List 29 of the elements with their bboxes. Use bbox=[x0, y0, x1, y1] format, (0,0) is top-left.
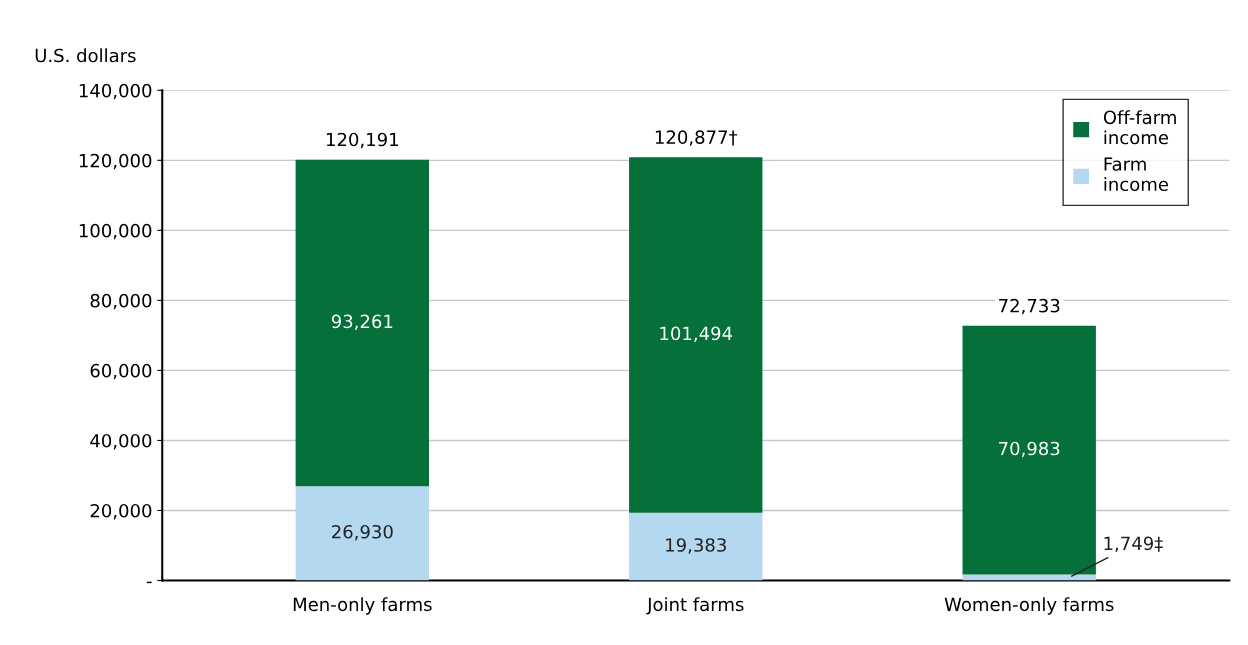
y-tick-label: 20,000 bbox=[90, 503, 152, 520]
total-label: 120,877† bbox=[655, 130, 738, 146]
x-tick-label: Men-only farms bbox=[293, 597, 432, 615]
data-label: 19,383 bbox=[666, 538, 726, 554]
bar bbox=[295, 486, 429, 581]
y-tick-label: 60,000 bbox=[90, 363, 152, 380]
y-tick-label: 120,000 bbox=[79, 153, 152, 170]
bar bbox=[962, 325, 1096, 575]
y-tick-label: - bbox=[146, 581, 152, 584]
legend-label: Farm income bbox=[1104, 157, 1169, 192]
data-label: 70,983 bbox=[999, 441, 1060, 458]
y-axis-title: U.S. dollars bbox=[35, 48, 136, 63]
bar bbox=[629, 157, 763, 513]
y-tick-label: 100,000 bbox=[79, 223, 152, 240]
data-label: 93,261 bbox=[331, 314, 393, 331]
bar bbox=[295, 159, 429, 487]
data-label: 26,930 bbox=[332, 524, 393, 541]
y-tick-label: 40,000 bbox=[90, 433, 152, 450]
total-label: 72,733 bbox=[999, 298, 1060, 315]
y-tick-label: 140,000 bbox=[79, 83, 152, 100]
x-tick-label: Women-only farms bbox=[944, 597, 1114, 615]
total-label: 120,191 bbox=[326, 132, 398, 149]
data-label: 1,749‡ bbox=[1104, 536, 1163, 553]
bar bbox=[962, 574, 1096, 581]
bar bbox=[629, 512, 763, 581]
legend-label: Off-farm income bbox=[1103, 110, 1176, 145]
data-label: 101,494 bbox=[660, 326, 733, 343]
y-tick-label: 80,000 bbox=[90, 293, 152, 310]
x-tick-label: Joint farms bbox=[646, 597, 744, 615]
